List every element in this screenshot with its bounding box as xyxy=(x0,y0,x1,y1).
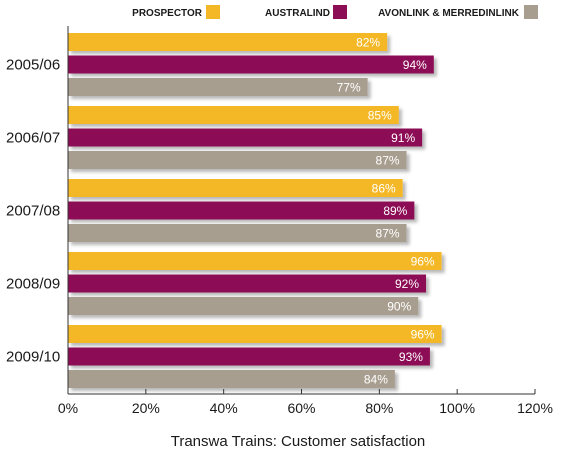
data-label: 92% xyxy=(395,277,419,291)
data-label: 84% xyxy=(364,373,388,387)
bar xyxy=(68,370,395,388)
data-label: 87% xyxy=(376,154,400,168)
x-axis: 0% 20% 40% 60% 80% 100% 120% xyxy=(58,26,553,416)
x-tick-label: 0% xyxy=(58,400,78,416)
bar xyxy=(68,201,415,220)
bar xyxy=(68,106,399,124)
category-labels: 2005/06 2006/07 2007/08 2008/09 2009/10 xyxy=(6,57,60,366)
legend-swatch xyxy=(524,5,538,19)
data-label: 96% xyxy=(411,255,435,269)
category-label: 2007/08 xyxy=(6,203,60,220)
data-label: 86% xyxy=(372,182,396,196)
legend-label: AVONLINK & MERREDINLINK xyxy=(378,8,520,19)
data-label: 90% xyxy=(387,300,411,314)
x-tick-label: 20% xyxy=(132,400,160,416)
x-tick-label: 80% xyxy=(365,400,393,416)
bar xyxy=(68,78,368,96)
category-label: 2006/07 xyxy=(6,130,60,147)
bar xyxy=(68,128,423,147)
data-label: 85% xyxy=(368,109,392,123)
bar xyxy=(68,151,407,169)
data-label: 94% xyxy=(403,58,427,72)
data-label: 82% xyxy=(356,36,380,50)
category-label: 2008/09 xyxy=(6,276,60,293)
bar xyxy=(68,179,403,197)
bar xyxy=(68,55,434,74)
category-label: 2005/06 xyxy=(6,57,60,74)
legend: PROSPECTOR AUSTRALIND AVONLINK & MERREDINL… xyxy=(132,5,538,19)
bar xyxy=(68,325,442,343)
bar xyxy=(68,252,442,270)
x-axis-title: Transwa Trains: Customer satisfaction xyxy=(171,433,426,450)
bar xyxy=(68,297,419,315)
bar xyxy=(68,347,430,366)
x-tick-label: 120% xyxy=(517,400,553,416)
data-label: 77% xyxy=(337,81,361,95)
bar xyxy=(68,33,388,51)
data-label: 91% xyxy=(391,131,415,145)
data-label: 96% xyxy=(411,328,435,342)
category-label: 2009/10 xyxy=(6,349,60,366)
legend-label: AUSTRALIND xyxy=(265,8,330,19)
data-label: 93% xyxy=(399,350,423,364)
bar xyxy=(68,224,407,242)
legend-swatch xyxy=(333,5,347,19)
legend-label: PROSPECTOR xyxy=(132,8,203,19)
bar xyxy=(68,274,427,293)
x-tick-label: 40% xyxy=(210,400,238,416)
x-tick-label: 60% xyxy=(287,400,315,416)
x-tick-label: 100% xyxy=(439,400,475,416)
bars: 82%94%77%85%91%87%86%89%87%96%92%90%96%9… xyxy=(68,33,442,388)
data-label: 87% xyxy=(376,227,400,241)
legend-swatch xyxy=(206,5,220,19)
data-label: 89% xyxy=(383,204,407,218)
